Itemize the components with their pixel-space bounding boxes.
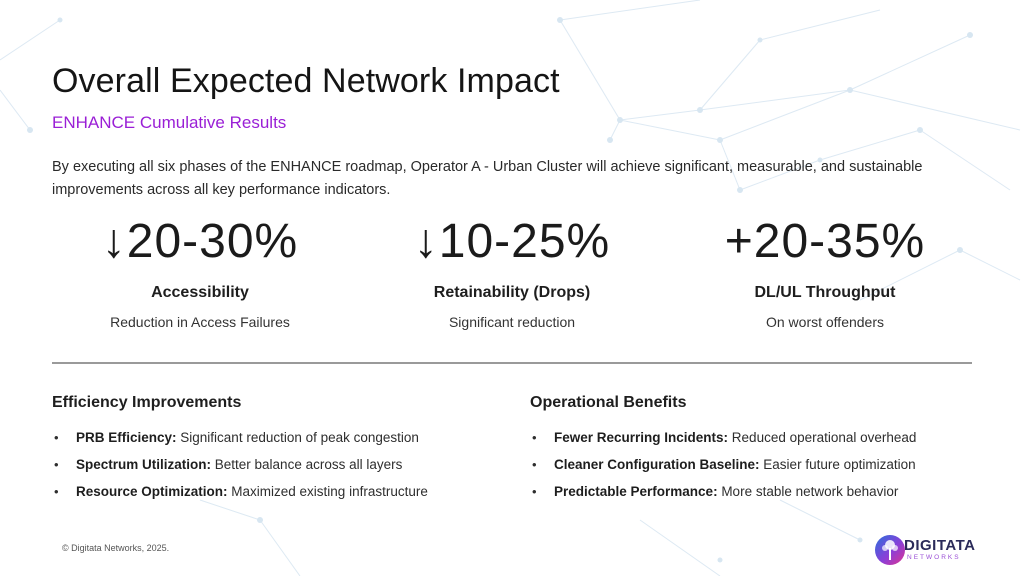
bullet-icon: • xyxy=(532,484,537,499)
item-text: Easier future optimization xyxy=(759,457,916,472)
intro-paragraph: By executing all six phases of the ENHAN… xyxy=(52,159,923,198)
company-logo: DIGITATA NETWORKS xyxy=(874,534,984,566)
item-text: Better balance across all layers xyxy=(211,457,403,472)
page-subtitle: ENHANCE Cumulative Results xyxy=(52,113,287,132)
item-term: PRB Efficiency: xyxy=(76,430,177,445)
bullet-icon: • xyxy=(532,457,537,472)
list-item: • PRB Efficiency: Significant reduction o… xyxy=(52,424,492,451)
efficiency-list: • PRB Efficiency: Significant reduction o… xyxy=(52,424,492,505)
operational-heading: Operational Benefits xyxy=(530,394,687,411)
metric-throughput: +20-35% DL/UL Throughput On worst offend… xyxy=(675,214,975,330)
logo-wordmark: DIGITATA xyxy=(904,537,976,554)
metric-label: Accessibility xyxy=(151,284,249,301)
metric-description: Reduction in Access Failures xyxy=(110,314,290,330)
metric-value: ↓10-25% xyxy=(413,215,611,268)
efficiency-heading: Efficiency Improvements xyxy=(52,394,242,411)
bullet-icon: • xyxy=(54,457,59,472)
bullet-icon: • xyxy=(54,484,59,499)
list-item: • Resource Optimization: Maximized existi… xyxy=(52,478,492,505)
metric-description: Significant reduction xyxy=(448,314,576,330)
item-term: Spectrum Utilization: xyxy=(76,457,212,472)
item-text: Reduced operational overhead xyxy=(728,430,917,445)
footer-copyright: © Digitata Networks, 2025. xyxy=(62,543,170,553)
operational-section: Operational Benefits • Fewer Recurring In… xyxy=(530,394,970,505)
metric-label: DL/UL Throughput xyxy=(754,284,896,301)
bullet-icon: • xyxy=(54,430,59,445)
metric-value: +20-35% xyxy=(724,215,926,268)
item-text: Maximized existing infrastructure xyxy=(227,484,428,499)
operational-list: • Fewer Recurring Incidents: Reduced oper… xyxy=(530,424,970,505)
list-item: • Predictable Performance: More stable ne… xyxy=(530,478,970,505)
metric-retainability: ↓10-25% Retainability (Drops) Significan… xyxy=(362,214,662,330)
list-item: • Cleaner Configuration Baseline: Easier … xyxy=(530,451,970,478)
item-term: Cleaner Configuration Baseline: xyxy=(554,457,760,472)
tree-logo-icon xyxy=(875,535,905,565)
page-title: Overall Expected Network Impact xyxy=(52,62,560,100)
metric-value: ↓20-30% xyxy=(101,215,299,268)
bullet-icon: • xyxy=(532,430,537,445)
section-divider xyxy=(52,362,972,364)
metric-label: Retainability (Drops) xyxy=(433,284,591,301)
item-term: Fewer Recurring Incidents: xyxy=(554,430,729,445)
item-text: More stable network behavior xyxy=(717,484,899,499)
item-term: Resource Optimization: xyxy=(76,484,228,499)
list-item: • Spectrum Utilization: Better balance ac… xyxy=(52,451,492,478)
metric-accessibility: ↓20-30% Accessibility Reduction in Acces… xyxy=(50,214,350,330)
logo-subtext: NETWORKS xyxy=(907,554,961,561)
item-text: Significant reduction of peak congestion xyxy=(176,430,419,445)
metric-description: On worst offenders xyxy=(765,314,885,330)
efficiency-section: Efficiency Improvements • PRB Efficiency:… xyxy=(52,394,492,505)
list-item: • Fewer Recurring Incidents: Reduced oper… xyxy=(530,424,970,451)
item-term: Predictable Performance: xyxy=(554,484,718,499)
